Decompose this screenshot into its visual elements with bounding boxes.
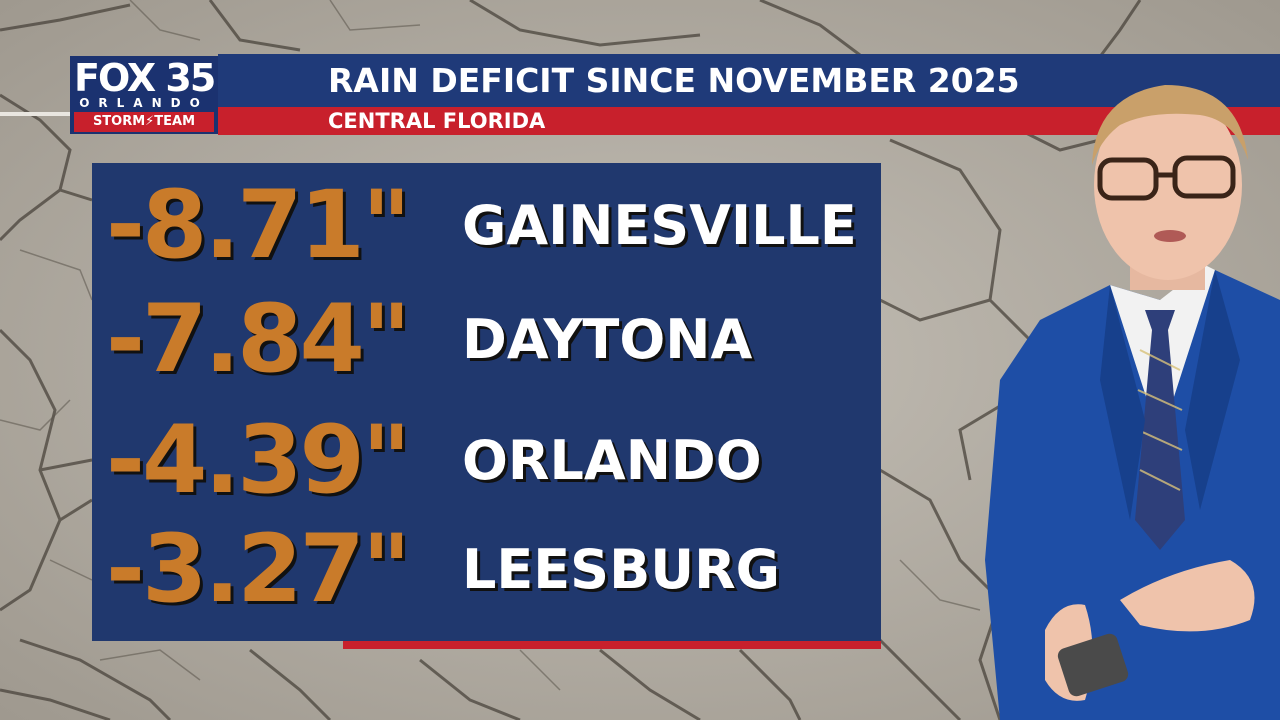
deficit-value: -7.84" bbox=[106, 285, 411, 394]
logo-city: ORLANDO bbox=[79, 96, 209, 110]
deficit-value: -4.39" bbox=[106, 406, 411, 515]
logo-team: STORM⚡TEAM bbox=[74, 112, 214, 132]
deficit-row: -7.84" DAYTONA bbox=[92, 285, 881, 395]
header-title-bar bbox=[218, 54, 1280, 107]
deficit-city: ORLANDO bbox=[462, 429, 762, 492]
deficit-row: -3.27" LEESBURG bbox=[92, 515, 881, 625]
deficit-panel: -8.71" GAINESVILLE -7.84" DAYTONA -4.39"… bbox=[92, 163, 881, 641]
deficit-city: GAINESVILLE bbox=[462, 194, 857, 257]
presenter-head bbox=[1094, 90, 1242, 280]
deficit-value: -3.27" bbox=[106, 515, 411, 624]
deficit-row: -4.39" ORLANDO bbox=[92, 406, 881, 516]
panel-accent-bar bbox=[343, 641, 881, 649]
station-logo: FOX 35 ORLANDO STORM⚡TEAM bbox=[70, 56, 218, 134]
clicker-remote bbox=[1057, 633, 1129, 697]
page-title: RAIN DEFICIT SINCE NOVEMBER 2025 bbox=[328, 61, 1020, 100]
deficit-city: DAYTONA bbox=[462, 308, 753, 371]
page-subtitle: CENTRAL FLORIDA bbox=[328, 109, 546, 133]
logo-brand: FOX 35 bbox=[74, 56, 216, 100]
deficit-city: LEESBURG bbox=[462, 538, 780, 601]
presenter-hand bbox=[1120, 560, 1255, 632]
presenter-tie bbox=[1135, 310, 1185, 550]
header-divider-line bbox=[0, 112, 70, 116]
presenter-glasses bbox=[1097, 155, 1236, 201]
deficit-row: -8.71" GAINESVILLE bbox=[92, 171, 881, 281]
deficit-value: -8.71" bbox=[106, 171, 411, 280]
presenter-hair bbox=[1092, 85, 1248, 165]
